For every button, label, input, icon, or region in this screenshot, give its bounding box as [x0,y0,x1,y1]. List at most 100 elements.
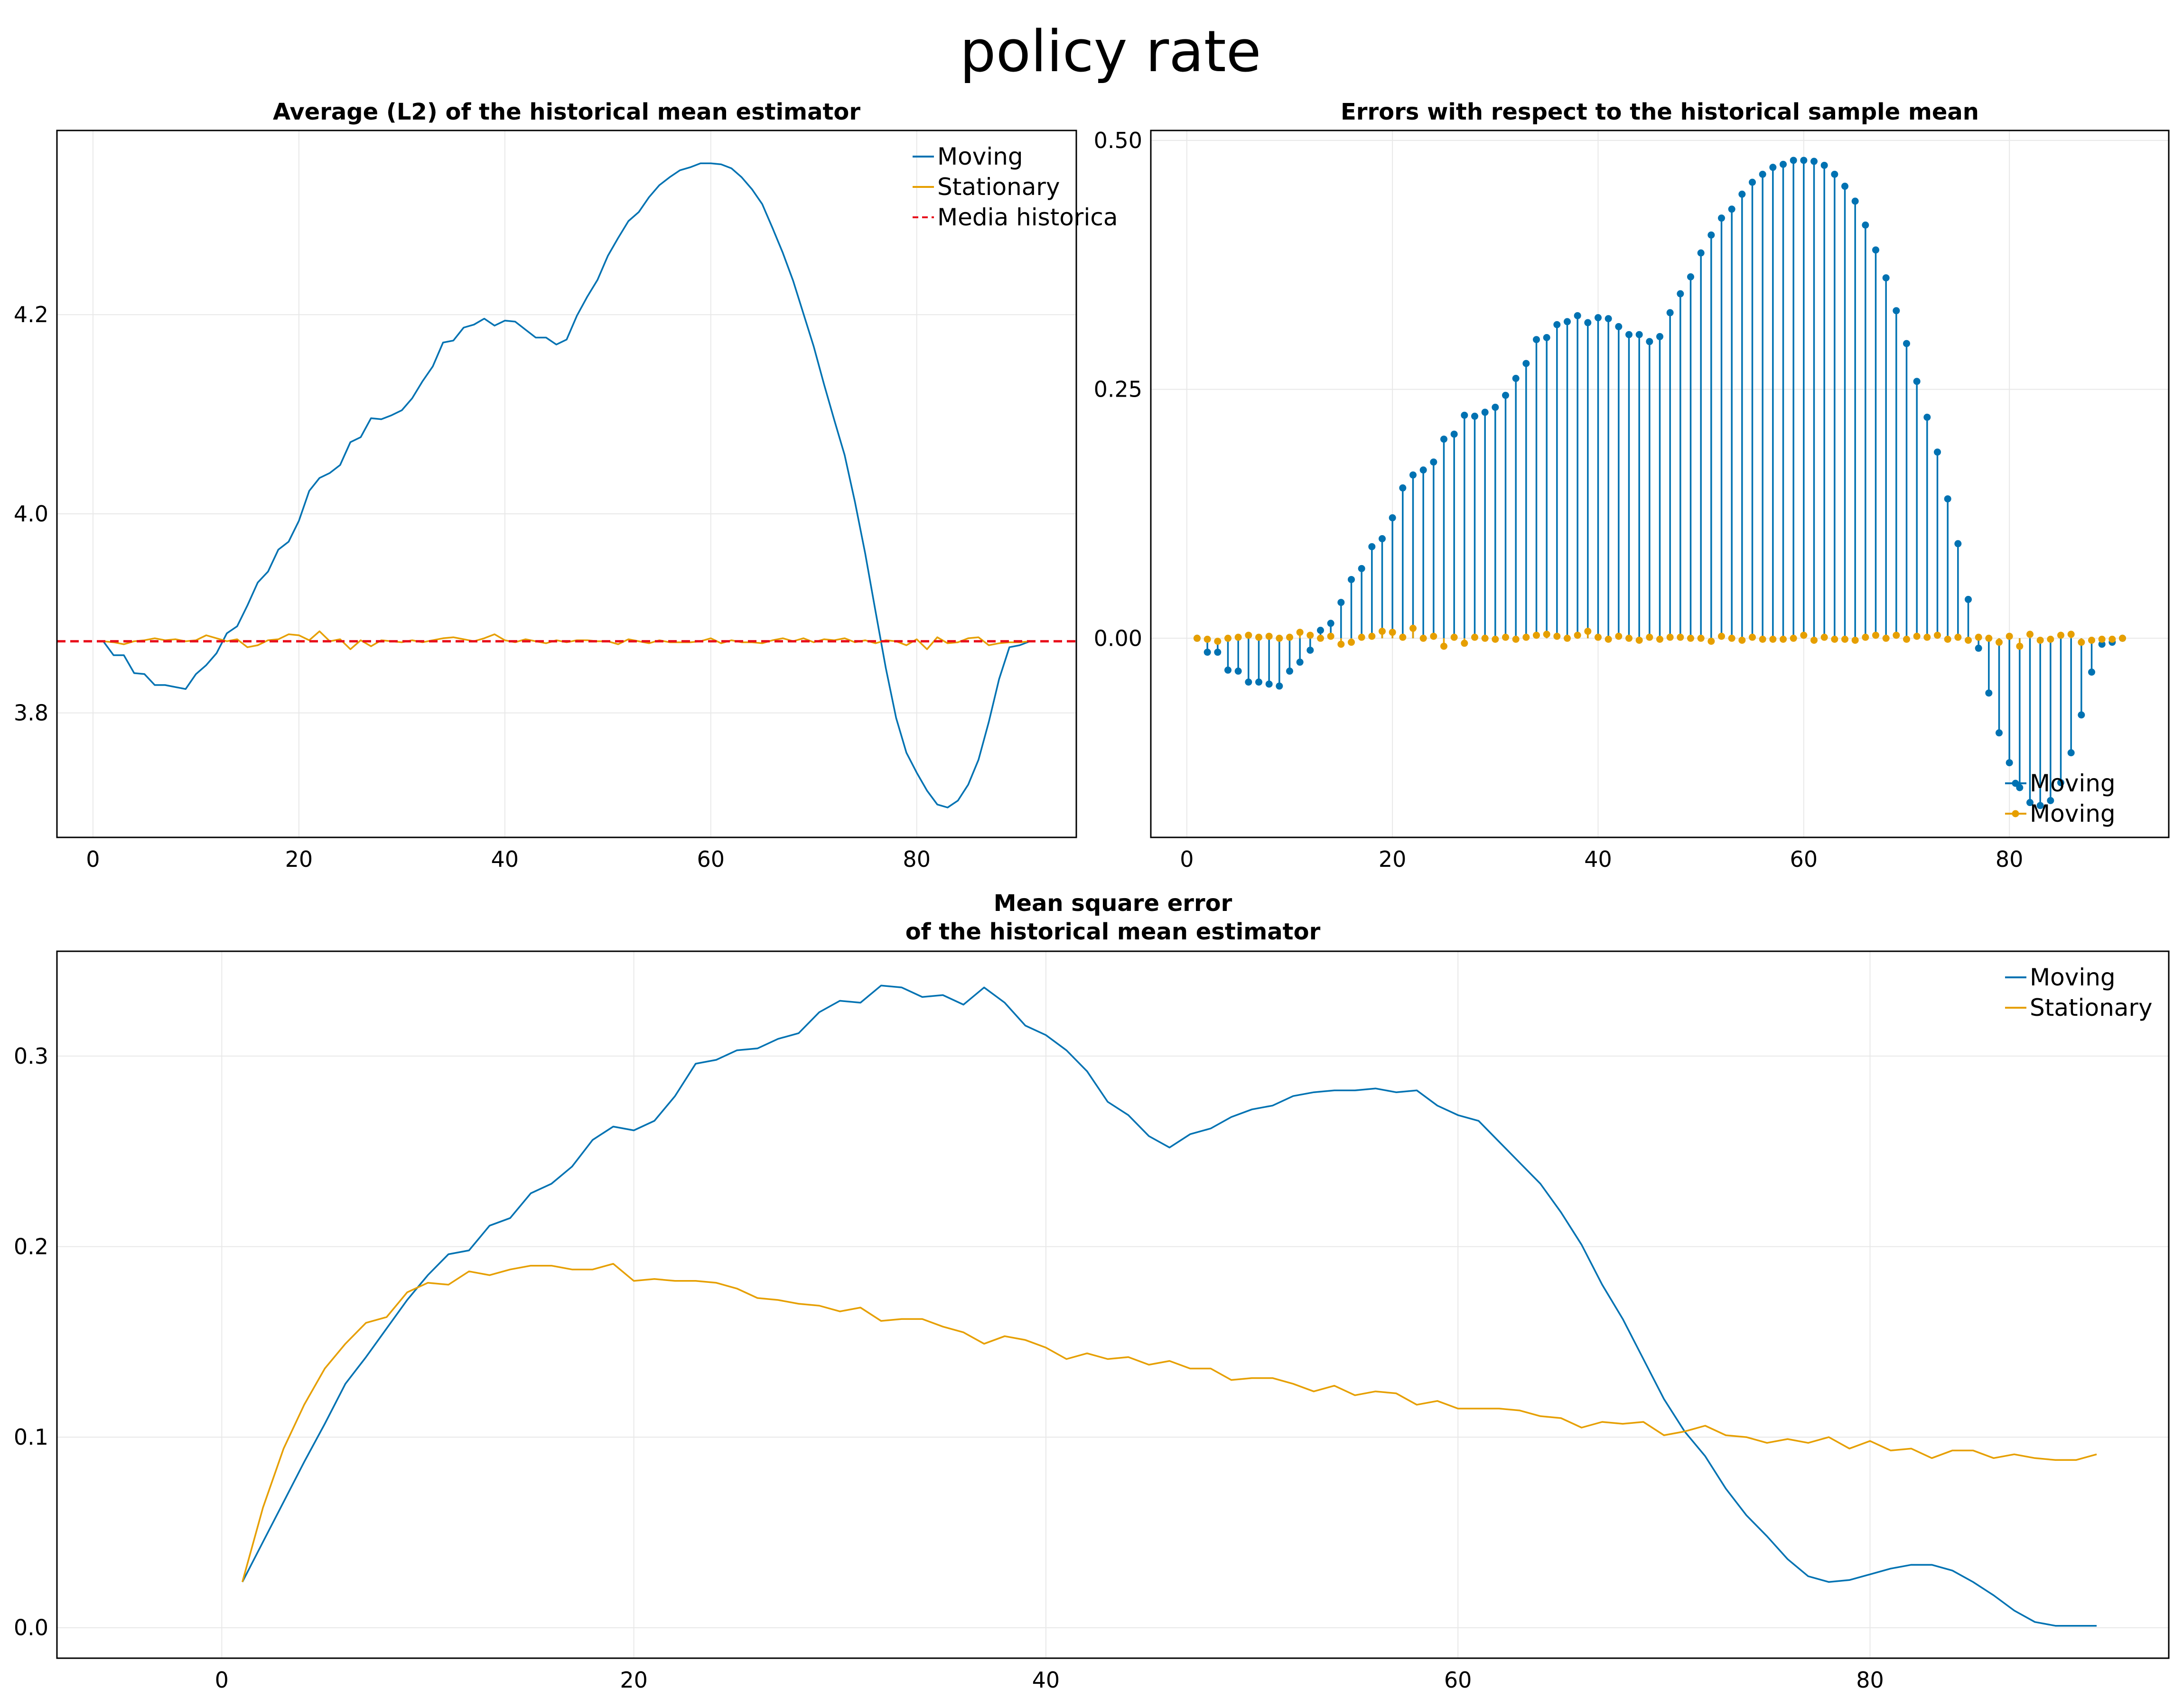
panel-title-line2: of the historical mean estimator [905,919,1321,945]
stem-point [1646,338,1653,345]
stem-point [1512,375,1520,382]
legend-item: Media historica [913,204,1118,231]
series-line-moving [103,162,1031,808]
stem-point [1595,314,1602,322]
stem-point [1348,576,1355,583]
stem-point [1841,183,1848,190]
legend: Moving Moving [2005,770,2116,827]
average-l2-panel: Average (L2) of the historical mean esti… [14,99,1118,872]
stem-point [2078,639,2085,646]
stem-point [1450,633,1458,641]
stem-point [1337,599,1345,606]
stem-point [2006,632,2013,640]
stem-point [1502,391,1509,399]
stem-point [1913,632,1921,640]
stem-point [1882,634,1890,642]
stem-point [2098,635,2106,643]
y-tick-label: 0.1 [14,1424,48,1450]
x-tick-label: 40 [491,846,519,872]
stem-point [1450,430,1458,438]
stem-point [2088,636,2095,644]
stem-point [1327,620,1334,627]
stem-point [1851,636,1859,644]
stem-point [1317,626,1324,634]
stem-point [2006,759,2013,767]
panel-title: Errors with respect to the historical sa… [1341,99,1979,125]
stem-point [2057,631,2064,639]
stem-point [2047,797,2054,804]
stem-point [1697,249,1705,257]
legend: Moving Stationary Media historica [913,143,1118,231]
stem-point [1718,214,1725,222]
stem-point [1769,635,1777,643]
stem-point [1687,634,1694,642]
stem-point [2098,640,2106,648]
stem-point [1800,157,1808,164]
legend-item: Moving [2005,964,2116,991]
stem-point [2036,802,2044,809]
stem-point [1677,290,1684,297]
stem-point [1903,635,1910,643]
plot-frame [56,130,1077,838]
stem-point [1996,639,2003,646]
x-tick-label: 0 [1180,846,1194,872]
stem-point [1419,466,1427,474]
stem-point [1996,729,2003,737]
stem-point [1461,640,1468,647]
stem-point [1553,321,1561,328]
y-tick-label: 3.8 [14,700,48,726]
stem-point [1872,246,1879,254]
stem-point [1389,514,1396,521]
stem-point [1327,632,1334,640]
stem-point [1430,632,1437,640]
stem-point [1862,633,1869,641]
legend-item: Moving [2005,770,2116,797]
stem-point [1656,333,1663,340]
y-tick-label: 4.2 [14,302,48,327]
stem-point [1409,624,1417,632]
stem-point [1543,631,1550,638]
stem-point [1214,649,1222,656]
panel-title: Mean square error [994,890,1232,917]
stem-point [1399,633,1407,641]
errors-panel: Errors with respect to the historical sa… [1094,99,2170,872]
stem-point [1337,640,1345,648]
stem-point [1605,635,1612,643]
stem-point [1481,634,1489,642]
x-tick-label: 80 [1856,1667,1884,1693]
stem-point [1584,628,1592,635]
stem-point [1851,197,1859,205]
legend-item: Stationary [2005,994,2153,1021]
stem-point [1440,642,1447,650]
stem-point [1790,634,1797,642]
stem-point [1276,634,1283,642]
stem-point [1440,436,1447,443]
x-tick-label: 60 [1444,1667,1472,1693]
stem-point [1841,635,1848,643]
stem-point [1255,678,1262,686]
stem-point [1286,633,1293,641]
series-line-moving [242,984,2097,1627]
stem-point [1306,646,1314,654]
stem-point [1831,635,1838,643]
y-tick-label: 4.0 [14,501,48,527]
stem-point [1780,160,1787,168]
stem-point [1738,190,1746,198]
legend-label: Moving [2030,770,2116,797]
x-tick-label: 0 [215,1667,229,1693]
stem-point [1893,307,1900,315]
stem-point [1564,634,1571,642]
stem-point [1234,633,1242,641]
stem-point [1543,334,1550,342]
legend-item: Moving [913,143,1023,170]
stem-point [2026,799,2034,807]
stem-point [1810,158,1818,165]
stem-point [1646,633,1653,641]
stem-point [1265,632,1273,640]
stem-point [1913,378,1921,385]
legend-label: Stationary [2030,994,2153,1021]
stem-point [1944,495,1951,502]
stem-point [1234,668,1242,675]
